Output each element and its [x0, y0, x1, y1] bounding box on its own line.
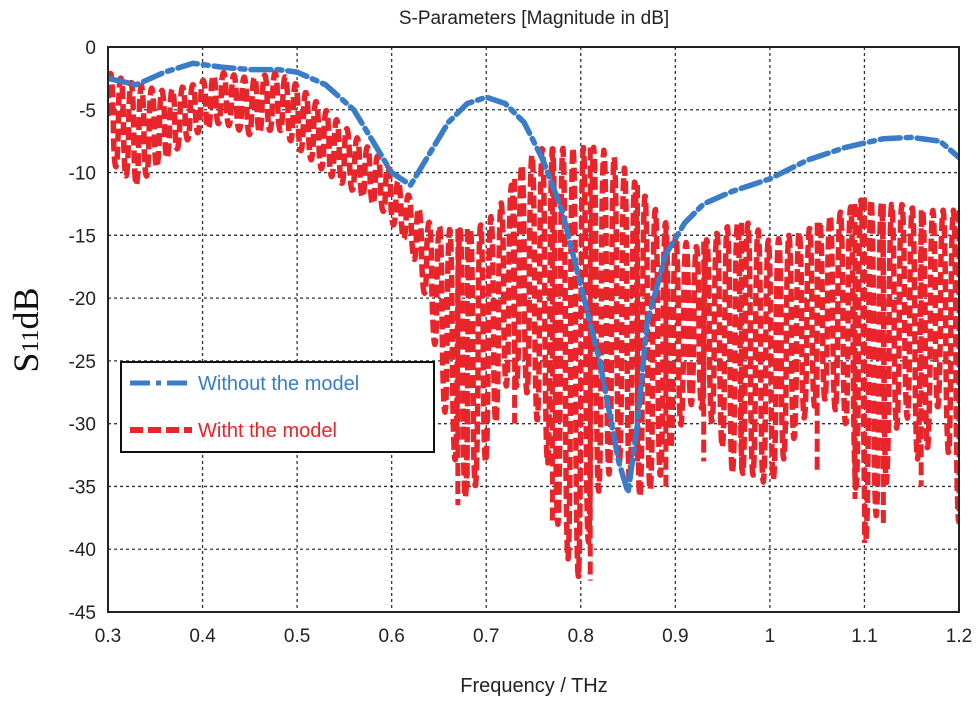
series-layer	[108, 60, 959, 581]
y-tick-label: -35	[69, 477, 96, 498]
x-tick-label: 1.1	[851, 626, 877, 647]
legend-label-with-model: Witht the model	[198, 420, 337, 442]
x-axis-label: Frequency / THz	[460, 675, 607, 697]
y-tick-label: -5	[79, 101, 96, 122]
plot-frame	[107, 46, 960, 613]
legend-box	[120, 361, 435, 453]
x-tick-label: 1	[765, 626, 776, 647]
x-tick-label: 0.4	[189, 626, 216, 647]
series-without-model-line	[108, 60, 959, 496]
x-tick-label: 0.9	[662, 626, 688, 647]
x-tick-label: 0.6	[378, 626, 404, 647]
y-tick-label: -25	[69, 352, 96, 373]
y-tick-label: -30	[69, 415, 96, 436]
x-tick-label: 0.8	[568, 626, 594, 647]
chart-title: S-Parameters [Magnitude in dB]	[399, 8, 669, 29]
x-axis-ticks: 0.3 0.4 0.5 0.6 0.7 0.8 0.9 1 1.1 1.2	[95, 626, 972, 647]
x-tick-label: 0.3	[95, 626, 121, 647]
y-axis-label: S11dB	[6, 287, 46, 372]
y-axis-label-suffix: dB	[6, 287, 46, 329]
y-tick-label: -40	[69, 540, 96, 561]
legend-label-without-model: Without the model	[198, 373, 359, 395]
y-axis-label-main: S	[6, 353, 46, 373]
y-tick-label: -15	[69, 226, 96, 247]
x-tick-label: 0.7	[473, 626, 499, 647]
y-tick-label: -45	[69, 603, 96, 624]
y-tick-label: 0	[85, 38, 96, 59]
x-tick-label: 1.2	[946, 626, 972, 647]
y-tick-label: -20	[69, 289, 96, 310]
y-axis-ticks: 0 -5 -10 -15 -20 -25 -30 -35 -40 -45	[69, 38, 96, 624]
y-tick-label: -10	[69, 164, 96, 185]
y-axis-label-subscript: 11	[18, 329, 44, 352]
x-tick-label: 0.5	[284, 626, 310, 647]
legend: Without the model Witht the model	[120, 361, 435, 453]
